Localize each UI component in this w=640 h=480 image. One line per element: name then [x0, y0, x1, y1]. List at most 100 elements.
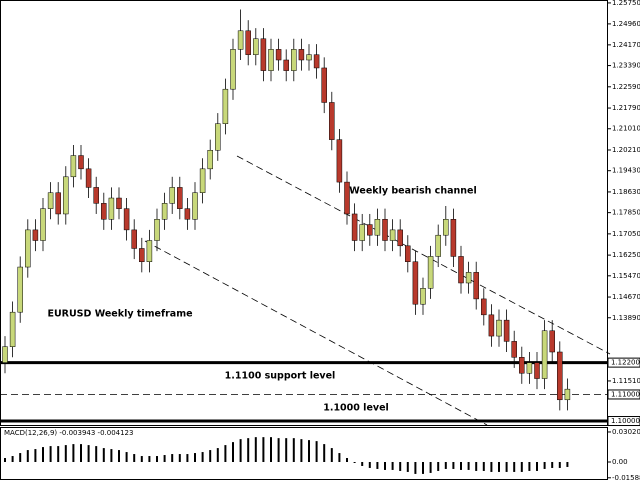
candle-body [496, 319, 502, 337]
candle-body [9, 311, 16, 347]
candle-body [47, 192, 54, 209]
y-tick-label: 1.22590 [612, 83, 640, 91]
candle-body [207, 149, 213, 170]
candle-body [184, 208, 191, 220]
y-tick-label: 1.23390 [612, 62, 640, 70]
y-tick-label: 1.20210 [612, 146, 640, 154]
candle-body [215, 123, 221, 151]
candle-body [488, 314, 495, 337]
y-tick-label: 1.11510 [612, 377, 640, 385]
y-tick-label: 1.25750 [612, 0, 640, 7]
y-tick-label: -0.015887 [612, 474, 640, 480]
candle-body [268, 49, 274, 71]
y-tick-label: 1.15470 [612, 272, 640, 280]
candle-body [336, 139, 343, 183]
candle-body [519, 357, 525, 374]
candle-body [321, 67, 327, 103]
candle-body [177, 187, 183, 209]
candle-body [526, 362, 533, 374]
candle-body [283, 59, 289, 71]
y-tick-label: 1.21790 [612, 104, 640, 112]
level-tag [607, 416, 640, 427]
candle-body [450, 219, 457, 257]
y-tick-label: 1.24170 [612, 41, 640, 49]
candle-body [2, 346, 8, 363]
candle-body [405, 245, 411, 262]
y-tick-label: 1.14670 [612, 293, 640, 301]
level-label: 1.12200 [611, 359, 640, 367]
candle-body [306, 54, 312, 61]
candle-body [199, 168, 206, 193]
y-tick-label: 0.00 [612, 458, 628, 466]
candle-body [192, 192, 198, 220]
channel-upper [236, 155, 611, 355]
annotation: 1.1100 support level [225, 371, 336, 382]
candle-body [541, 330, 548, 379]
candle-body [93, 187, 99, 204]
candle-body [275, 49, 282, 61]
candle-body [458, 256, 464, 284]
candle-body [557, 351, 563, 401]
candle-body [389, 229, 396, 241]
candle-body [329, 102, 335, 140]
candle-body [123, 208, 130, 231]
candle-body [17, 266, 23, 313]
candle-body [481, 298, 487, 316]
candle-body [344, 181, 350, 215]
level-label: 1.10000 [611, 417, 640, 425]
candle-body [139, 248, 145, 262]
candle-body [70, 155, 77, 178]
candle-body [420, 288, 426, 305]
candle-body [473, 272, 479, 300]
candle-body [32, 229, 39, 241]
candle-body [412, 261, 419, 305]
candle-body [154, 219, 160, 241]
candle-body [230, 49, 236, 90]
candle-body [443, 219, 449, 236]
candle-body [116, 197, 122, 209]
candle-body [359, 224, 365, 241]
candle-body [40, 208, 46, 241]
candle-body [382, 219, 388, 241]
candle-body [435, 234, 441, 257]
macd-label: MACD(12,26,9) -0.003943 -0.004123 [4, 429, 133, 437]
y-tick-label: 1.17050 [612, 230, 640, 238]
y-tick-label: 0.030207 [612, 428, 640, 436]
candle-body [101, 203, 107, 220]
candle-body [245, 30, 251, 55]
candle-body [85, 168, 92, 188]
candle-body [374, 219, 381, 236]
candle-body [534, 362, 540, 379]
candle-body [351, 213, 358, 241]
candle-body [465, 272, 472, 284]
candle-body [161, 203, 168, 220]
candle-body [169, 187, 175, 204]
candle-body [313, 54, 320, 69]
candle-body [108, 197, 115, 220]
candle-body [63, 176, 69, 215]
candle-body [397, 229, 403, 247]
y-tick-label: 1.13890 [612, 314, 640, 322]
candle-body [131, 229, 137, 249]
candle-body [78, 155, 84, 170]
candle-body [503, 319, 510, 342]
candle-body [25, 229, 31, 268]
candle-body [511, 341, 517, 358]
candle-body [253, 38, 259, 55]
candle-body [260, 38, 267, 71]
level-tag [607, 389, 640, 400]
candle-body [298, 49, 305, 61]
candle-body [146, 240, 153, 262]
annotation: Weekly bearish channel [349, 186, 476, 197]
annotation: EURUSD Weekly timeframe [47, 309, 192, 320]
candle-body [549, 330, 555, 353]
candle-body [222, 88, 229, 124]
level-label: 1.11000 [611, 390, 640, 398]
y-tick-label: 1.21010 [612, 125, 640, 133]
candle-body [291, 49, 297, 71]
candle-body [564, 388, 571, 401]
candle-body [367, 224, 373, 236]
y-tick-label: 1.16250 [612, 251, 640, 259]
candle-body [427, 256, 434, 289]
